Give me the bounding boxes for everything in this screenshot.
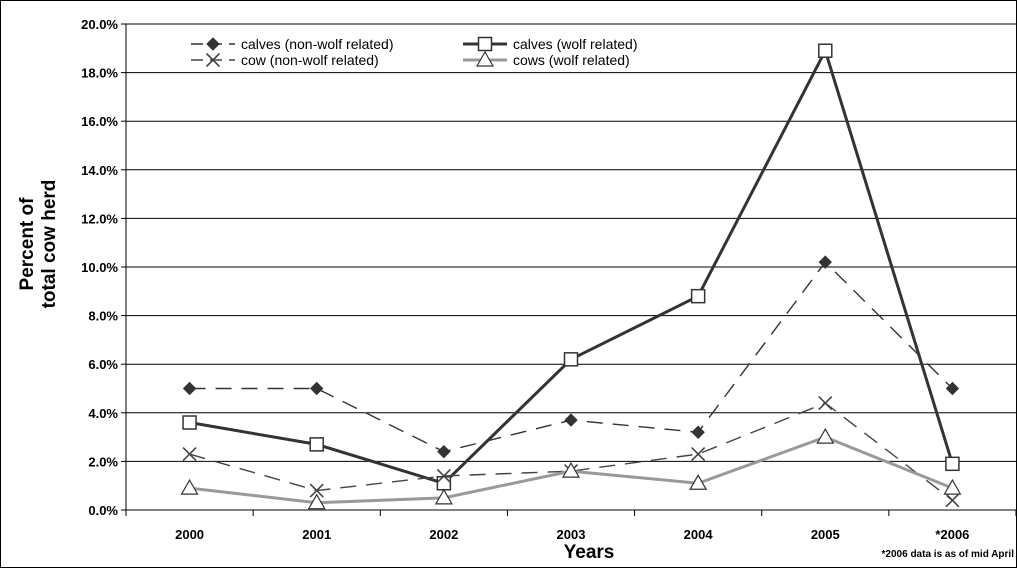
y-tick-label: 6.0% <box>88 357 118 372</box>
marker-stroke <box>309 483 324 498</box>
legend-marker <box>477 36 493 52</box>
series-lines <box>180 43 962 510</box>
data-point-marker <box>945 381 960 396</box>
data-point-marker <box>310 381 324 396</box>
data-point-marker <box>434 488 453 505</box>
y-tick-label: 10.0% <box>81 260 118 275</box>
data-point-marker <box>563 352 579 367</box>
footnote: *2006 data is as of mid April <box>882 549 1015 560</box>
data-point-marker <box>436 468 451 484</box>
legend-marker <box>475 50 495 67</box>
data-point-marker <box>182 447 197 462</box>
data-point-marker <box>182 381 197 396</box>
series-cows-wolf <box>180 427 962 510</box>
data-point-marker <box>180 478 199 495</box>
y-tick-label: 8.0% <box>88 309 118 324</box>
data-point-marker <box>689 474 708 490</box>
y-tick-label: 20.0% <box>81 17 118 32</box>
marker-stroke <box>691 447 706 462</box>
x-axis-ticks: 2000 2001 2002 2003 2004 2005 *2006 <box>175 527 969 542</box>
x-tick-label: 2001 <box>302 527 331 542</box>
legend-item: calves (non-wolf related) <box>191 36 394 52</box>
data-point-marker <box>818 255 832 269</box>
data-point-marker <box>818 43 833 58</box>
marker-stroke <box>945 493 960 508</box>
legend-label: cows (wolf related) <box>513 52 630 68</box>
legend-marker <box>205 52 221 68</box>
data-point-marker <box>564 413 578 427</box>
legend-item: cow (non-wolf related) <box>191 52 379 68</box>
data-point-marker <box>691 425 705 439</box>
y-axis-ticks: 0.0% 2.0% 4.0% 6.0% 8.0% 10.0% 12.0% 14.0% 16.0%… <box>81 17 118 518</box>
y-tick-label: 4.0% <box>88 406 118 421</box>
series-cow-nonwolf <box>182 396 960 508</box>
y-tick-label: 18.0% <box>81 66 118 81</box>
y-tick-label: 2.0% <box>88 454 118 469</box>
x-tick-label: 2003 <box>557 527 586 542</box>
legend: calves (non-wolf related) calves (wolf re… <box>191 36 638 68</box>
data-point-marker <box>307 493 326 510</box>
data-point-marker <box>945 493 960 508</box>
legend-label: calves (wolf related) <box>513 36 638 52</box>
legend-marker <box>206 37 220 51</box>
marker-stroke <box>182 447 197 462</box>
data-point-marker <box>436 476 452 491</box>
x-tick-label: *2006 <box>935 527 969 542</box>
legend-label: calves (non-wolf related) <box>241 36 394 52</box>
data-point-marker <box>309 483 324 498</box>
marker-stroke <box>205 52 221 68</box>
data-point-marker <box>943 478 962 495</box>
x-tick-label: 2002 <box>429 527 458 542</box>
x-tick-label: 2004 <box>684 527 714 542</box>
series-calves-nonwolf <box>182 255 960 459</box>
legend-item: calves (wolf related) <box>463 36 638 52</box>
y-axis-title-line-2: total cow herd <box>39 180 60 309</box>
x-axis-title: Years <box>564 542 615 563</box>
y-axis-title-line-1: Percent of <box>17 197 38 291</box>
data-point-marker <box>690 288 706 304</box>
legend-item: cows (wolf related) <box>463 50 630 68</box>
y-tick-label: 16.0% <box>81 114 118 129</box>
legend-label: cow (non-wolf related) <box>241 52 379 68</box>
y-tick-label: 0.0% <box>88 503 118 518</box>
series-calves-wolf <box>182 43 960 491</box>
marker-stroke <box>818 396 833 411</box>
gridlines <box>121 23 1017 516</box>
data-point-marker <box>816 427 835 444</box>
data-point-marker <box>818 396 833 411</box>
data-point-marker <box>561 461 581 478</box>
x-tick-label: 2005 <box>811 527 840 542</box>
data-point-marker <box>437 444 451 459</box>
marker-stroke <box>436 468 451 484</box>
data-point-marker <box>945 456 960 472</box>
data-point-marker <box>309 437 324 452</box>
x-tick-label: 2000 <box>175 527 204 542</box>
y-tick-label: 12.0% <box>81 211 118 226</box>
data-point-marker <box>691 447 706 462</box>
y-tick-label: 14.0% <box>81 163 118 178</box>
data-point-marker <box>182 415 197 430</box>
